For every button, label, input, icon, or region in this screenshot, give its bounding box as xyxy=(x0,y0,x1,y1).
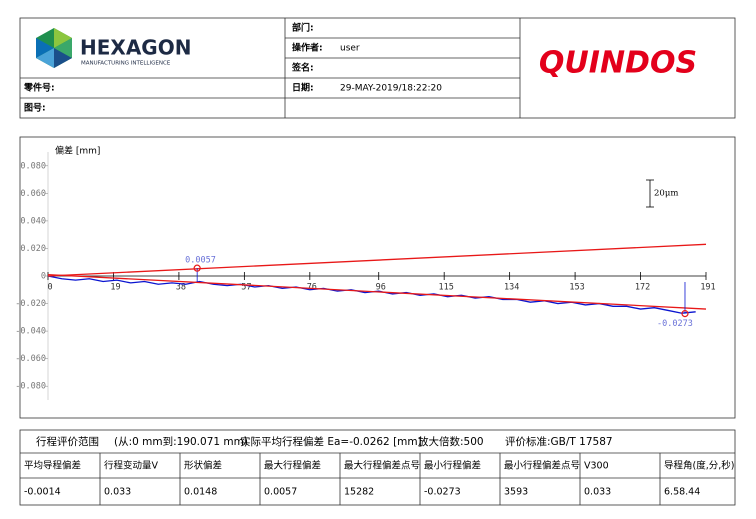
cell-value: 0.0148 xyxy=(184,487,217,498)
column-header: 导程角(度,分,秒) xyxy=(664,460,734,472)
marker xyxy=(193,264,201,272)
logo-name: HEXAGON xyxy=(80,36,191,60)
marker xyxy=(681,310,689,318)
column-header: V300 xyxy=(584,461,609,472)
cell-value: 15282 xyxy=(344,487,374,498)
magnification: 放大倍数:500 xyxy=(418,435,484,448)
field-label: 签名: xyxy=(291,62,314,74)
y-tick-label: -0.080 xyxy=(15,382,46,392)
field-label: 零件号: xyxy=(23,82,55,94)
scale-label: 20μm xyxy=(654,189,678,199)
y-tick-label: -0.040 xyxy=(15,327,46,337)
cell-value: 0.033 xyxy=(584,487,611,498)
mean-deviation: 实际平均行程偏差 Ea=-0.0262 [mm] xyxy=(240,435,422,448)
chart-box xyxy=(19,136,736,419)
brand-logo: QUINDOS xyxy=(539,46,697,81)
x-tick-label: 172 xyxy=(635,283,650,293)
y-tick-label: 0.020 xyxy=(20,244,46,254)
cell-value: -0.0273 xyxy=(424,487,461,498)
cell-value: 3593 xyxy=(504,487,528,498)
x-tick-label: 191 xyxy=(700,283,715,293)
column-header: 最大行程偏差 xyxy=(264,460,321,472)
field-value: 29-MAY-2019/18:22:20 xyxy=(340,84,442,94)
x-tick-label: 38 xyxy=(176,283,186,293)
marker-label: 0.0057 xyxy=(185,256,216,266)
field-label: 图号: xyxy=(24,103,46,114)
x-tick-label: 0 xyxy=(47,283,52,293)
y-axis-label: 偏差 [mm] xyxy=(55,145,100,157)
y-tick-label: 0.060 xyxy=(20,189,46,199)
cell-value: 6.58.44 xyxy=(664,487,700,498)
cell-value: 0.033 xyxy=(104,487,131,498)
series-line xyxy=(47,243,707,277)
scale-bar xyxy=(646,179,654,208)
summary-box xyxy=(19,429,736,506)
cell-value: 0.0057 xyxy=(264,487,297,498)
column-header: 行程变动量V xyxy=(104,460,159,472)
x-tick-label: 76 xyxy=(307,283,317,293)
column-header: 形状偏差 xyxy=(184,460,222,472)
x-tick-label: 134 xyxy=(504,283,519,293)
field-label: 日期: xyxy=(292,82,314,94)
marker-label: -0.0273 xyxy=(657,319,693,329)
column-header: 最小行程偏差点号 xyxy=(504,460,580,472)
field-value: user xyxy=(340,44,360,54)
cell-value: -0.0014 xyxy=(24,487,61,498)
summary-table: 平均导程偏差 -0.0014 行程变动量V 0.033 形状偏差 0.0148 最大行程偏差… xyxy=(24,453,734,505)
x-tick-label: 115 xyxy=(438,283,453,293)
column-header: 最小行程偏差 xyxy=(424,460,481,472)
standard: 评价标准:GB/T 17587 xyxy=(505,436,613,448)
y-tick-label: -0.020 xyxy=(15,299,46,309)
x-tick-label: 57 xyxy=(241,283,251,293)
x-tick-label: 153 xyxy=(569,283,584,293)
range-title: 行程评价范围 xyxy=(36,435,99,448)
y-tick-label: -0.060 xyxy=(15,354,46,364)
series-line xyxy=(47,273,707,310)
y-tick-label: 0 xyxy=(41,272,46,282)
x-tick-label: 96 xyxy=(376,283,386,293)
field-label: 操作者: xyxy=(292,42,323,54)
plot: 0.0800.0600.0400.0200-0.020-0.040-0.060-… xyxy=(15,152,716,400)
logo-tagline: MANUFACTURING INTELLIGENCE xyxy=(81,61,171,67)
hexagon-icon xyxy=(36,28,72,68)
y-tick-label: 0.040 xyxy=(20,216,46,226)
x-tick-label: 19 xyxy=(110,283,120,293)
field-label: 部门: xyxy=(292,22,314,34)
column-header: 平均导程偏差 xyxy=(24,460,81,472)
header-box xyxy=(19,17,736,119)
column-header: 最大行程偏差点号 xyxy=(344,460,420,472)
range: (从:0 mm到:190.071 mm) xyxy=(114,436,248,448)
y-tick-label: 0.080 xyxy=(20,161,46,171)
series-line xyxy=(47,275,696,314)
